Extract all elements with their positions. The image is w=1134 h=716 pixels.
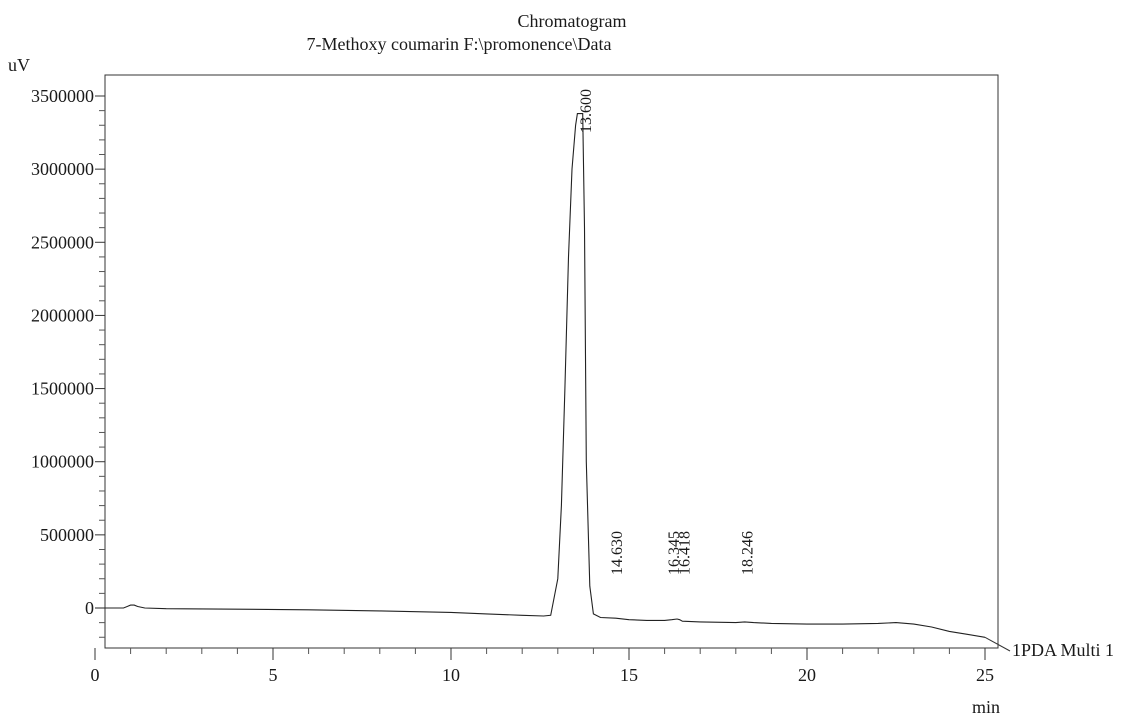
y-axis-label: uV	[8, 55, 30, 75]
peak-label: 18.246	[740, 531, 757, 575]
peak-label: 16.345	[666, 531, 683, 575]
y-tick-label: 2500000	[31, 232, 94, 252]
y-tick-label: 3500000	[31, 86, 94, 106]
y-axis: 0 500000 1000000 1500000 2000000 2500000 30000…	[31, 86, 105, 638]
x-tick-label: 25	[976, 665, 994, 685]
x-axis-label: min	[972, 697, 1000, 716]
y-tick-label: 0	[85, 598, 94, 618]
y-tick-label: 1000000	[31, 452, 94, 472]
x-tick-label: 5	[269, 665, 278, 685]
series-line	[95, 113, 986, 638]
x-tick-label: 15	[620, 665, 638, 685]
legend-series-label: 1PDA Multi 1	[1012, 640, 1114, 660]
chart-title: Chromatogram	[518, 11, 627, 31]
y-tick-label: 500000	[40, 525, 94, 545]
y-tick-label: 3000000	[31, 159, 94, 179]
peak-label: 16.418	[676, 531, 693, 575]
legend-leader-line	[984, 636, 1011, 652]
x-tick-label: 10	[442, 665, 460, 685]
x-axis: 0 5 10 15 20 25	[91, 648, 994, 685]
plot-frame	[104, 74, 999, 649]
y-tick-label: 1500000	[31, 379, 94, 399]
x-tick-label: 0	[91, 665, 100, 685]
peak-label: 13.600	[578, 89, 595, 133]
peak-label: 14.630	[609, 531, 626, 575]
x-tick-label: 20	[798, 665, 816, 685]
chart-subtitle: 7-Methoxy coumarin F:\promonence\Data	[307, 34, 612, 54]
y-tick-label: 2000000	[31, 305, 94, 325]
series-layer	[95, 113, 986, 638]
